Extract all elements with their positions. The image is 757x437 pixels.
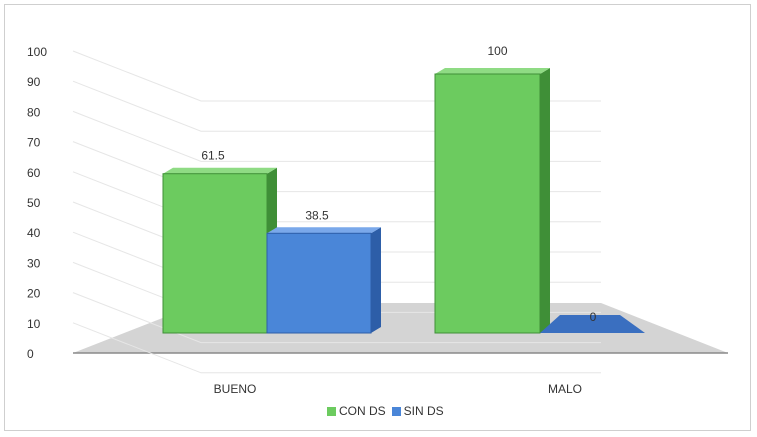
- bar-con-ds-front: [162, 173, 268, 334]
- y-tick-label: 70: [27, 136, 41, 150]
- legend-swatch-con-ds: [327, 406, 336, 416]
- bar-sin-ds-top: [267, 227, 381, 234]
- y-tick-label: 30: [27, 256, 41, 270]
- bar-con-ds-front: [434, 73, 541, 334]
- data-label-sin-ds: 38.5: [305, 208, 329, 222]
- y-tick-label: 0: [27, 347, 34, 361]
- bar-chart: 0 10 20 30 40 50 60 70 80 90 100 61.5 38.5 BUENO 100 0 M…: [27, 44, 728, 396]
- legend-item-con-ds: CON DS: [327, 404, 386, 418]
- bar-con-ds-top: [163, 167, 277, 174]
- chart-frame: 0 10 20 30 40 50 60 70 80 90 100 61.5 38.5 BUENO 100 0 M…: [4, 4, 751, 431]
- data-label-sin-ds: 0: [590, 310, 597, 324]
- gridline: [72, 322, 601, 374]
- x-category-label: MALO: [548, 382, 582, 396]
- y-tick-label: 100: [27, 45, 47, 59]
- legend-label-con-ds: CON DS: [339, 404, 386, 418]
- y-tick-label: 20: [27, 287, 41, 301]
- legend-swatch-sin-ds: [391, 406, 401, 416]
- y-tick-label: 40: [27, 226, 41, 240]
- x-category-label: BUENO: [214, 382, 257, 396]
- y-tick-label: 80: [27, 105, 41, 119]
- bar-con-ds-side: [540, 68, 550, 333]
- y-tick-label: 90: [27, 75, 41, 89]
- y-tick-label: 10: [27, 317, 41, 331]
- y-tick-label: 60: [27, 166, 41, 180]
- bar-sin-ds-side: [371, 227, 381, 333]
- legend-item-sin-ds: SIN DS: [391, 404, 444, 418]
- legend-label-sin-ds: SIN DS: [403, 404, 444, 418]
- y-tick-label: 50: [27, 196, 41, 210]
- data-label-con-ds: 61.5: [201, 149, 225, 163]
- bar-sin-ds-zero: [540, 315, 645, 333]
- bar-sin-ds-front: [266, 232, 372, 334]
- data-label-con-ds: 100: [487, 44, 507, 58]
- legend: CON DS SIN DS: [327, 402, 444, 420]
- bar-con-ds-top: [435, 68, 550, 74]
- gridline: [72, 292, 601, 344]
